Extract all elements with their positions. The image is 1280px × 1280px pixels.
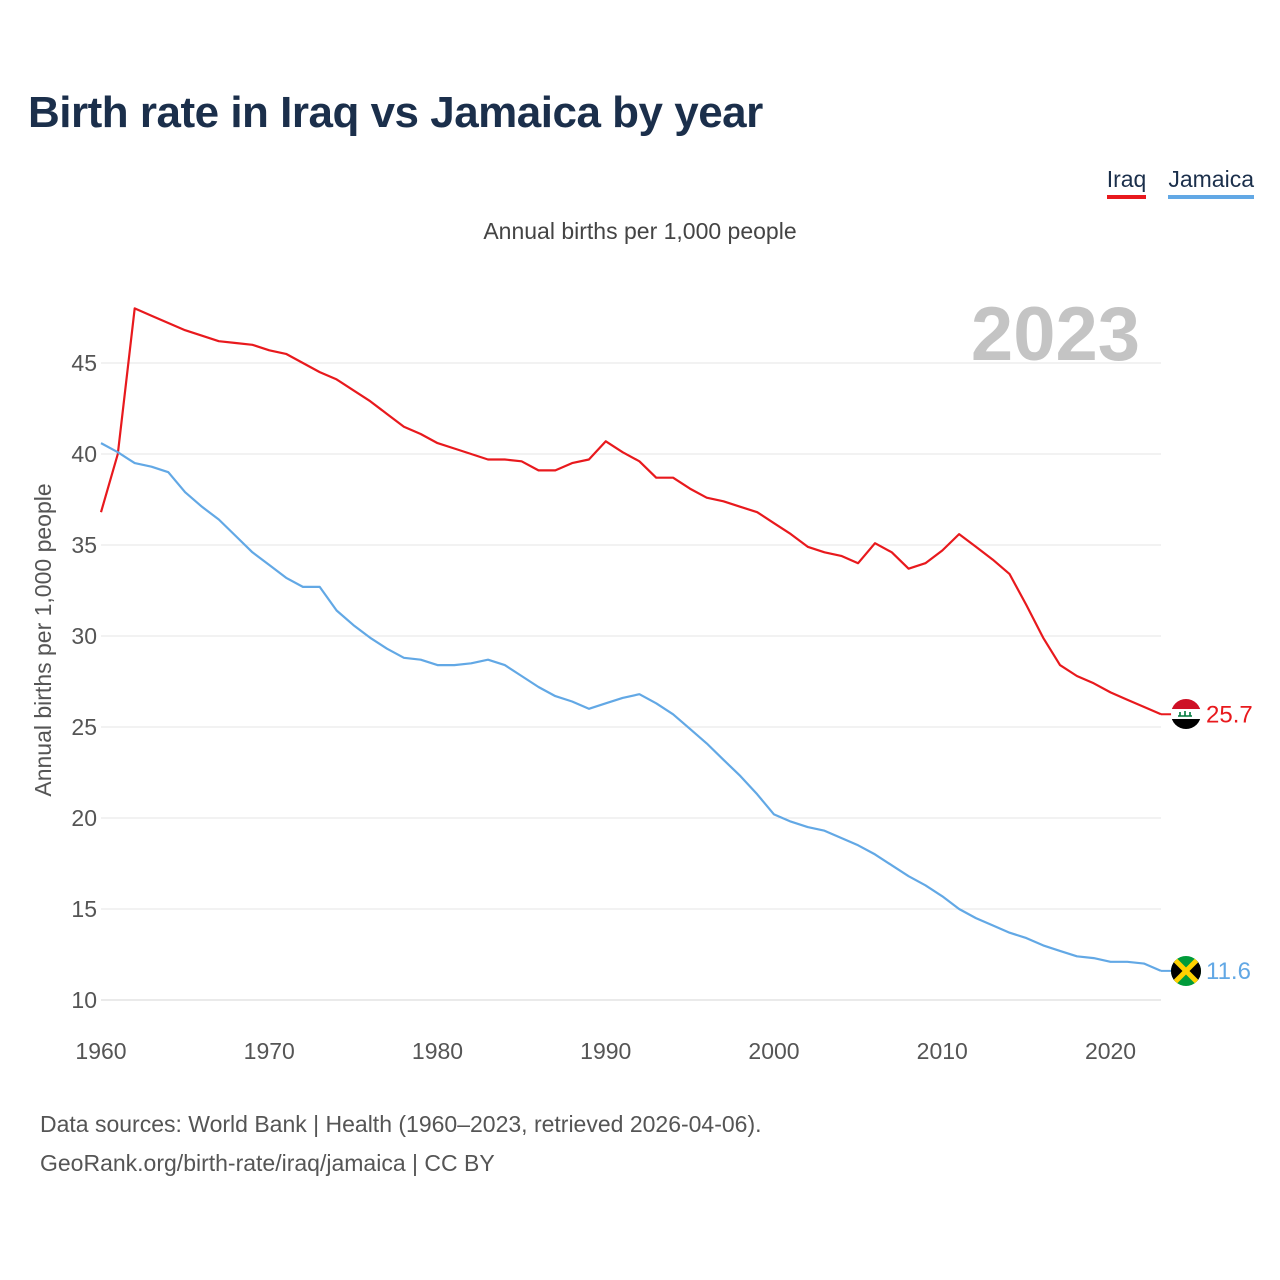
end-value-label-jamaica: 11.6	[1206, 958, 1251, 985]
x-tick-label: 1970	[244, 1038, 295, 1064]
legend-item-jamaica[interactable]: Jamaica	[1168, 166, 1254, 199]
chart-subtitle: Annual births per 1,000 people	[483, 218, 797, 244]
x-tick-label: 2000	[748, 1038, 799, 1064]
series-lines	[99, 307, 1172, 972]
y-tick-label: 15	[71, 896, 97, 922]
y-axis-title: Annual births per 1,000 people	[30, 483, 56, 796]
y-tick-label: 35	[71, 532, 97, 558]
y-tick-label: 40	[71, 441, 97, 467]
series-line-jamaica	[100, 442, 1162, 972]
jamaica-flag-icon	[1171, 956, 1201, 986]
x-tick-label: 1990	[580, 1038, 631, 1064]
legend-item-iraq[interactable]: Iraq	[1106, 166, 1147, 199]
source-url-text: GeoRank.org/birth-rate/iraq/jamaica | CC…	[40, 1150, 495, 1176]
y-tick-label: 30	[71, 623, 97, 649]
data-source-text: Data sources: World Bank | Health (1960–…	[40, 1111, 762, 1137]
x-tick-label: 2020	[1085, 1038, 1136, 1064]
x-tick-label: 1960	[75, 1038, 126, 1064]
series-end-markers: 25.7 11.6	[1171, 699, 1253, 986]
y-tick-label: 10	[71, 987, 97, 1013]
iraq-flag-icon	[1171, 699, 1201, 729]
series-line-iraq	[99, 307, 1162, 716]
y-tick-label: 25	[71, 714, 97, 740]
axes: 10 15 20 25 30 35 40 45 1960 1970 1980 1990 2000 2010…	[71, 350, 1136, 1064]
end-value-label-iraq: 25.7	[1206, 701, 1253, 728]
year-watermark: 2023	[971, 292, 1140, 377]
x-tick-label: 1980	[412, 1038, 463, 1064]
footer: Data sources: World Bank | Health (1960–…	[40, 1105, 762, 1183]
chart-title: Birth rate in Iraq vs Jamaica by year	[28, 88, 763, 137]
legend: Iraq Jamaica	[1106, 166, 1254, 199]
x-tick-label: 2010	[917, 1038, 968, 1064]
grid-lines	[101, 362, 1161, 1001]
y-tick-label: 45	[71, 350, 97, 376]
y-tick-label: 20	[71, 805, 97, 831]
